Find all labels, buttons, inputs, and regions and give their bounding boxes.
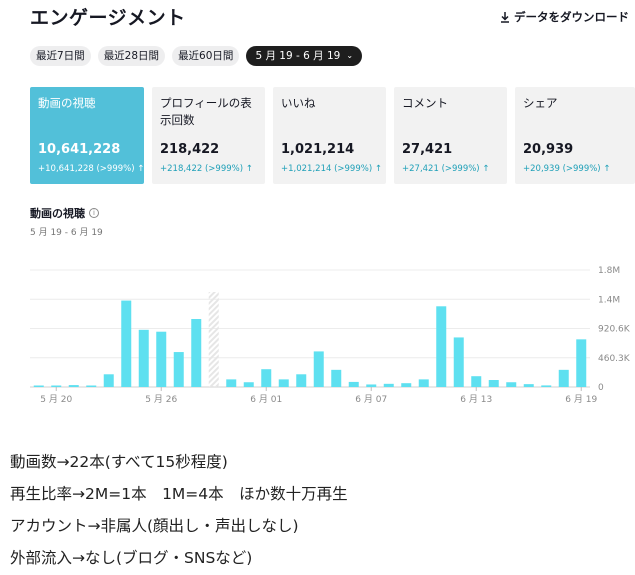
download-icon xyxy=(501,11,509,23)
chevron-down-icon: ⌄ xyxy=(346,51,354,60)
metric-value: 27,421 xyxy=(402,142,453,157)
bar[interactable] xyxy=(523,384,534,387)
bar[interactable] xyxy=(226,379,237,387)
arrow-up-icon: ↑ xyxy=(482,164,490,174)
metric-cards: 動画の視聴 10,641,228 +10,641,228 (>999%) ↑ プ… xyxy=(30,87,635,184)
metric-value: 218,422 xyxy=(160,142,220,157)
bar[interactable] xyxy=(366,384,377,387)
filter-custom-range-dropdown[interactable]: 5 月 19 - 6 月 19 ⌄ xyxy=(246,46,363,66)
metric-delta: +10,641,228 (>999%) ↑ xyxy=(38,164,145,174)
bar[interactable] xyxy=(383,383,394,387)
metric-delta: +20,939 (>999%) ↑ xyxy=(523,164,611,174)
page-title: エンゲージメント xyxy=(30,7,186,29)
bar[interactable] xyxy=(453,337,464,387)
bar[interactable] xyxy=(121,300,132,387)
download-data-button[interactable]: データをダウンロード xyxy=(500,9,629,25)
y-tick-label: 1.4M xyxy=(598,295,620,305)
bar[interactable] xyxy=(86,385,97,388)
x-tick-label: 5 月 26 xyxy=(145,394,177,405)
bar[interactable] xyxy=(261,369,272,387)
bar[interactable] xyxy=(278,379,289,387)
filter-last-7-days[interactable]: 最近7日間 xyxy=(30,46,91,66)
arrow-up-icon: ↑ xyxy=(245,164,253,174)
metric-label: プロフィールの表示回数 xyxy=(160,96,252,127)
bar[interactable] xyxy=(156,331,167,387)
metric-delta: +1,021,214 (>999%) ↑ xyxy=(281,164,382,174)
arrow-up-icon: ↑ xyxy=(137,164,145,174)
bar[interactable] xyxy=(313,351,324,387)
metric-label: シェア xyxy=(523,96,558,110)
metric-value: 1,021,214 xyxy=(281,142,355,157)
chart-title-text: 動画の視聴 xyxy=(30,207,85,220)
y-tick-label: 460.3K xyxy=(598,354,631,364)
y-tick-label: 1.8M xyxy=(598,266,620,276)
bar[interactable] xyxy=(191,319,202,387)
video-views-bar-chart: 1.8M 1.4M 920.6K 460.3K 0 5 月 20 5 月 26 6 月 01… xyxy=(30,266,631,405)
bar[interactable] xyxy=(138,329,149,387)
bar[interactable] xyxy=(103,374,114,387)
metric-card-likes[interactable]: いいね 1,021,214 +1,021,214 (>999%) ↑ xyxy=(273,87,386,184)
metric-card-profile-views[interactable]: プロフィールの表示回数 218,422 +218,422 (>999%) ↑ xyxy=(152,87,265,184)
bar[interactable] xyxy=(243,382,254,387)
metric-value: 20,939 xyxy=(523,142,574,157)
custom-range-label: 5 月 19 - 6 月 19 xyxy=(255,50,341,62)
metric-card-comments[interactable]: コメント 27,421 +27,421 (>999%) ↑ xyxy=(394,87,507,184)
bar[interactable] xyxy=(68,385,79,387)
note-line: 動画数→22本(すべて15秒程度) xyxy=(10,453,228,471)
note-line: 再生比率→2M=1本 1M=4本 ほか数十万再生 xyxy=(10,485,348,503)
x-tick-label: 6 月 01 xyxy=(250,394,282,405)
bar[interactable] xyxy=(173,352,184,387)
x-tick-label: 5 月 20 xyxy=(40,394,72,405)
date-range-filters: 最近7日間 最近28日間 最近60日間 5 月 19 - 6 月 19 ⌄ xyxy=(30,46,363,66)
download-label: データをダウンロード xyxy=(514,10,629,24)
metric-label: コメント xyxy=(402,96,448,110)
bar[interactable] xyxy=(348,381,359,387)
filter-last-60-days[interactable]: 最近60日間 xyxy=(172,46,240,66)
x-tick-label: 6 月 19 xyxy=(565,394,597,405)
bar[interactable] xyxy=(51,385,62,388)
x-tick-label: 6 月 13 xyxy=(460,394,492,405)
chart-date-range: 5 月 19 - 6 月 19 xyxy=(30,228,103,238)
bar[interactable] xyxy=(418,379,429,387)
bar[interactable] xyxy=(471,376,482,387)
notes: 動画数→22本(すべて15秒程度) 再生比率→2M=1本 1M=4本 ほか数十万… xyxy=(10,446,348,574)
arrow-up-icon: ↑ xyxy=(603,164,611,174)
metric-value: 10,641,228 xyxy=(38,142,121,157)
bar[interactable] xyxy=(296,374,307,387)
bar[interactable] xyxy=(541,385,552,387)
metric-label: いいね xyxy=(281,96,316,110)
bar[interactable] xyxy=(558,369,569,387)
bar[interactable] xyxy=(488,380,499,387)
bar[interactable] xyxy=(33,385,44,388)
chart-title: 動画の視聴 i xyxy=(30,205,99,221)
bar[interactable] xyxy=(506,382,517,387)
metric-card-video-views[interactable]: 動画の視聴 10,641,228 +10,641,228 (>999%) ↑ xyxy=(30,87,144,184)
y-tick-label: 0 xyxy=(598,383,604,393)
bar[interactable] xyxy=(576,339,587,387)
info-icon[interactable]: i xyxy=(89,208,99,218)
metric-label: 動画の視聴 xyxy=(38,96,96,110)
bar[interactable] xyxy=(436,306,447,387)
note-line: 外部流入→なし(ブログ・SNSなど) xyxy=(10,549,253,567)
metric-delta: +218,422 (>999%) ↑ xyxy=(160,164,253,174)
bar-no-data[interactable] xyxy=(208,292,219,387)
x-tick-label: 6 月 07 xyxy=(355,394,387,405)
filter-last-28-days[interactable]: 最近28日間 xyxy=(97,46,166,66)
arrow-up-icon: ↑ xyxy=(374,164,382,174)
metric-delta: +27,421 (>999%) ↑ xyxy=(402,164,490,174)
bar[interactable] xyxy=(331,369,342,387)
bar[interactable] xyxy=(401,383,412,387)
metric-card-shares[interactable]: シェア 20,939 +20,939 (>999%) ↑ xyxy=(515,87,635,184)
y-tick-label: 920.6K xyxy=(598,325,631,335)
note-line: アカウント→非属人(顔出し・声出しなし) xyxy=(10,517,299,535)
